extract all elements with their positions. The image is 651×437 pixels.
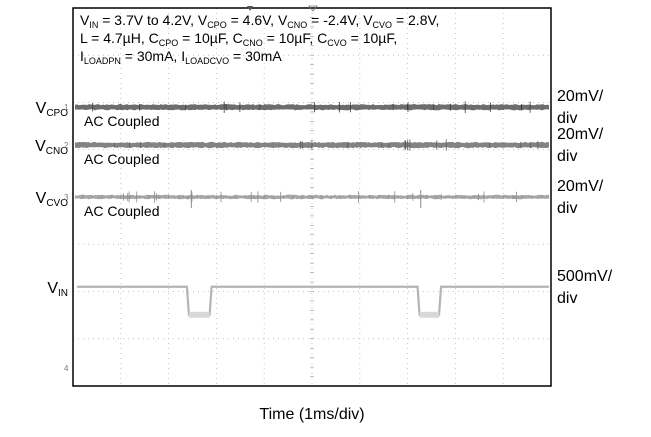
scale-label-cpo: div (557, 110, 577, 127)
conditions-line: VIN = 3.7V to 4.2V, VCPO = 4.6V, VCNO = … (80, 12, 439, 30)
conditions-sub: LOADPN (84, 56, 121, 66)
conditions-line: L = 4.7µH, CCPO = 10µF, CCNO = 10µF, CCV… (80, 30, 397, 48)
trace-cvo (75, 194, 549, 200)
conditions-text: L = 4.7µH, C (80, 30, 159, 46)
scale-label-vin: div (557, 290, 577, 307)
channel-name-vin: VIN (47, 280, 68, 299)
coupling-note-cpo: AC Coupled (84, 113, 160, 129)
vin-step-band (188, 311, 210, 318)
conditions-text: = -2.4V, V (307, 12, 373, 28)
vin-step-band (419, 311, 440, 318)
trigger-marker (247, 6, 253, 11)
conditions-line: ILOADPN = 30mA, ILOADCVO = 30mA (80, 48, 282, 66)
conditions-sub: CPO (207, 20, 227, 30)
channel-name-sub: CNO (46, 146, 68, 157)
channel-marker-cpo: 1 (64, 103, 69, 112)
coupling-note-cvo: AC Coupled (84, 203, 160, 219)
x-axis-label: Time (1ms/div) (259, 406, 364, 423)
channel-name-sub: IN (58, 288, 68, 299)
conditions-text: = 10µF, C (178, 30, 242, 46)
conditions-sub: CVO (373, 20, 393, 30)
conditions-text: = 30mA, I (121, 48, 185, 64)
channel-name-main: V (36, 100, 47, 117)
channel-name-sub: CPO (46, 108, 68, 119)
channel-name-main: V (36, 190, 47, 207)
conditions-sub: CNO (243, 38, 263, 48)
plot-frame (72, 7, 552, 387)
channel-name-main: V (35, 138, 46, 155)
scale-label-cvo: 20mV/ (557, 178, 604, 195)
conditions-annotation: VIN = 3.7V to 4.2V, VCPO = 4.6V, VCNO = … (80, 5, 439, 66)
channel-name-cno: VCNO (35, 138, 68, 157)
channel-name-sub: CVO (46, 198, 68, 209)
channel-name-cpo: VCPO (36, 100, 69, 119)
channel-name-cvo: VCVO (36, 190, 69, 209)
conditions-sub: CVO (327, 38, 347, 48)
conditions-text: = 4.6V, V (227, 12, 288, 28)
trace-vin (77, 285, 549, 316)
traces (75, 101, 549, 318)
trigger-marker (308, 5, 318, 12)
conditions-text: = 3.7V to 4.2V, V (98, 12, 208, 28)
conditions-text: V (80, 12, 90, 28)
channel-marker-cvo: 3 (64, 193, 69, 202)
conditions-text: = 2.8V, (392, 12, 439, 28)
conditions-text: = 10µF, (347, 30, 397, 46)
conditions-text: = 10µF, C (263, 30, 327, 46)
scale-label-vin: 500mV/ (557, 268, 613, 285)
channel-marker-cno: 2 (64, 141, 69, 150)
trace-cpo (75, 104, 549, 111)
conditions-sub: IN (89, 20, 98, 30)
coupling-note-cno: AC Coupled (84, 151, 160, 167)
conditions-sub: CPO (159, 38, 179, 48)
scale-label-cno: 20mV/ (557, 126, 604, 143)
channel-name-main: V (47, 280, 58, 297)
scale-label-cno: div (557, 148, 577, 165)
channel-marker-4: 4 (64, 364, 69, 373)
conditions-text: I (80, 48, 84, 64)
conditions-sub: LOADCVO (185, 56, 229, 66)
scale-label-cvo: div (557, 200, 577, 217)
conditions-text: = 30mA (229, 48, 282, 64)
scale-label-cpo: 20mV/ (557, 88, 604, 105)
conditions-sub: CNO (287, 20, 307, 30)
